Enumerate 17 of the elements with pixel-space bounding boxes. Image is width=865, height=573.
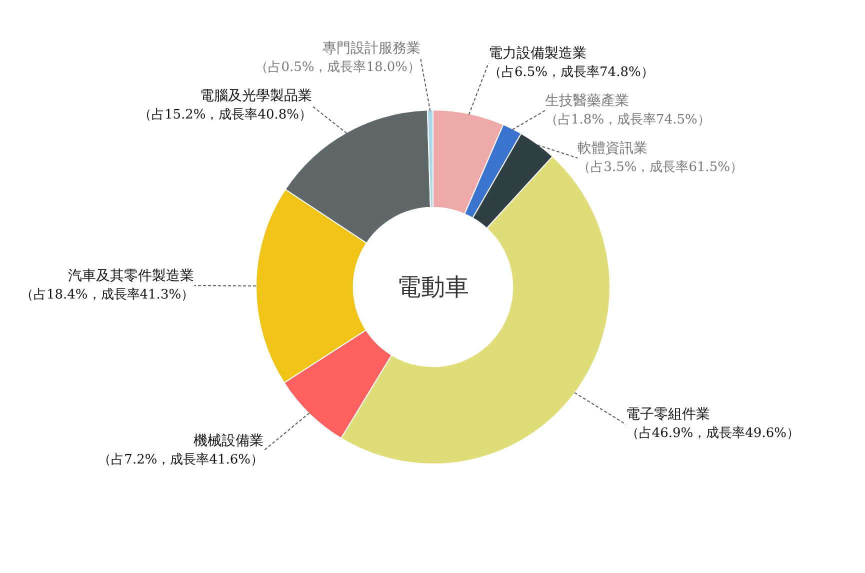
data-label: （占3.5%，成長率61.5%）	[578, 158, 744, 175]
slice-label: 軟體資訊業	[578, 140, 648, 156]
data-label: （占46.9%，成長率49.6%）	[626, 425, 800, 442]
data-label: （占6.5%，成長率74.8%）	[488, 64, 654, 80]
slice-label: 電腦及光學製品業	[200, 88, 312, 104]
data-label: （占15.2%，成長率40.8%）	[138, 106, 312, 123]
text: 電動車	[397, 273, 469, 301]
slice-label: 機械設備業	[194, 432, 264, 449]
slice-label: 電力設備製造業	[488, 45, 587, 62]
data-label: （占7.2%，成長率41.6%）	[98, 452, 264, 468]
slice-label: 生技醫藥產業	[545, 92, 630, 109]
slice-label: 汽車及其零件製造業	[68, 268, 194, 284]
slice-label: 電子零組件業	[626, 406, 710, 423]
slice-label: 專門設計服務業	[322, 40, 421, 57]
data-label: （占0.5%，成長率18.0%）	[255, 59, 421, 76]
data-label: （占1.8%，成長率74.5%）	[545, 111, 710, 128]
data-label: （占18.4%，成長率41.3%）	[20, 286, 194, 302]
